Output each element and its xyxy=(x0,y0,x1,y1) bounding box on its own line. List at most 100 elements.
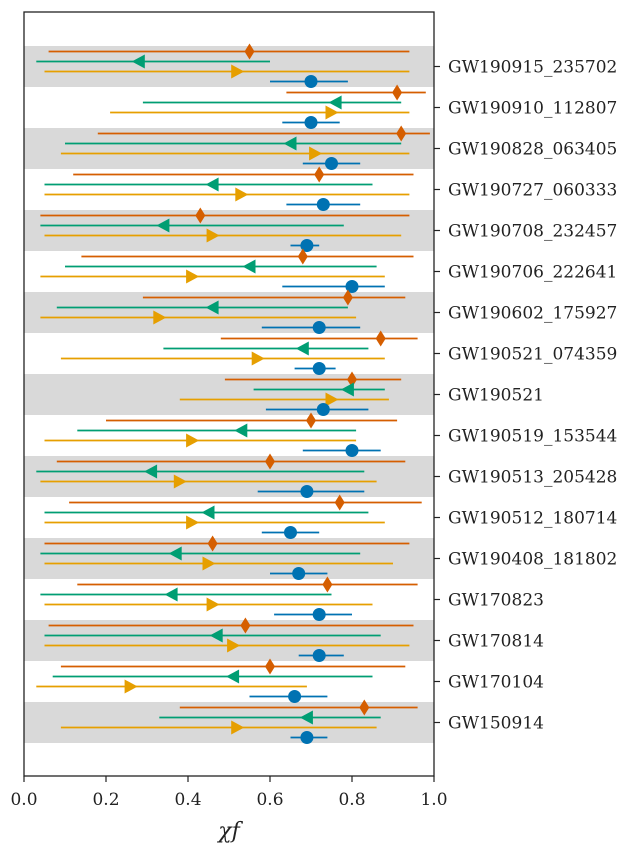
event-label: GW190519_153544 xyxy=(448,427,617,447)
gold-triangle-marker xyxy=(206,228,220,243)
gold-triangle-marker xyxy=(231,64,245,79)
gold-triangle-marker xyxy=(309,146,323,161)
green-triangle-marker xyxy=(131,54,145,69)
row-band xyxy=(24,374,434,415)
green-triangle-marker xyxy=(144,464,158,479)
orange-diamond-marker xyxy=(334,494,345,511)
gold-triangle-marker xyxy=(325,105,339,120)
gold-triangle-marker xyxy=(124,679,138,694)
gold-triangle-marker xyxy=(235,187,249,202)
blue-circle-marker xyxy=(312,649,326,662)
gold-triangle-marker xyxy=(206,597,220,612)
event-label: GW190602_175927 xyxy=(448,304,617,324)
orange-diamond-marker xyxy=(195,207,206,224)
blue-circle-marker xyxy=(304,116,318,129)
event-label: GW190408_181802 xyxy=(448,550,617,570)
event-label: GW190512_180714 xyxy=(448,509,617,529)
blue-circle-marker xyxy=(316,198,330,211)
blue-circle-marker xyxy=(325,157,338,170)
event-labels: GW190915_235702 GW190910_112807 GW190828_0… xyxy=(434,58,617,734)
orange-diamond-marker xyxy=(375,330,386,347)
row-band xyxy=(24,128,434,169)
row-band xyxy=(24,46,434,87)
event-label: GW170104 xyxy=(448,673,544,693)
x-tick-label: 0.0 xyxy=(10,790,37,810)
orange-diamond-marker xyxy=(297,248,308,265)
event-label: GW170823 xyxy=(448,591,544,611)
blue-circle-marker xyxy=(300,485,314,498)
green-triangle-marker xyxy=(242,259,256,274)
row-band xyxy=(24,538,434,579)
plot-series xyxy=(36,43,430,744)
x-tick-label: 0.8 xyxy=(338,790,365,810)
green-triangle-marker xyxy=(328,95,342,110)
blue-circle-marker xyxy=(312,608,326,621)
gold-triangle-marker xyxy=(227,638,241,653)
event-label: GW190915_235702 xyxy=(448,58,617,78)
blue-circle-marker xyxy=(312,362,326,375)
x-tick-label: 0.6 xyxy=(256,790,283,810)
event-label: GW190521_074359 xyxy=(448,345,617,365)
event-label: GW190521 xyxy=(448,386,544,406)
green-triangle-marker xyxy=(299,710,313,725)
event-label: GW190706_222641 xyxy=(448,263,617,283)
blue-circle-marker xyxy=(288,690,302,703)
green-triangle-marker xyxy=(340,382,354,397)
green-triangle-marker xyxy=(205,300,219,315)
orange-diamond-marker xyxy=(392,84,403,101)
green-triangle-marker xyxy=(201,505,215,520)
orange-diamond-marker xyxy=(265,453,275,470)
x-tick-label: 1.0 xyxy=(420,790,447,810)
orange-diamond-marker xyxy=(244,43,255,60)
blue-circle-marker xyxy=(292,567,306,580)
gold-triangle-marker xyxy=(325,392,339,407)
orange-diamond-marker xyxy=(240,617,251,634)
orange-diamond-marker xyxy=(322,576,333,593)
green-triangle-marker xyxy=(164,587,178,602)
gold-triangle-marker xyxy=(251,351,265,366)
orange-diamond-marker xyxy=(396,125,407,142)
green-triangle-marker xyxy=(168,546,182,561)
green-triangle-marker xyxy=(234,423,248,438)
gold-triangle-marker xyxy=(186,269,200,284)
gold-triangle-marker xyxy=(202,556,216,571)
orange-diamond-marker xyxy=(359,699,370,716)
x-tick-label: 0.2 xyxy=(92,790,119,810)
event-label: GW190910_112807 xyxy=(448,99,617,119)
gold-triangle-marker xyxy=(231,720,245,735)
gold-triangle-marker xyxy=(186,515,200,530)
row-band xyxy=(24,456,434,497)
green-triangle-marker xyxy=(295,341,309,356)
green-triangle-marker xyxy=(283,136,297,151)
event-label: GW150914 xyxy=(448,714,544,734)
blue-circle-marker xyxy=(300,239,314,252)
event-label: GW190513_205428 xyxy=(448,468,617,488)
blue-circle-marker xyxy=(284,526,297,539)
green-triangle-marker xyxy=(226,669,240,684)
orange-diamond-marker xyxy=(306,412,316,429)
x-tick-label: 0.4 xyxy=(174,790,201,810)
blue-circle-marker xyxy=(312,321,326,334)
orange-diamond-marker xyxy=(342,289,353,306)
orange-diamond-marker xyxy=(314,166,325,183)
gold-triangle-marker xyxy=(173,474,187,489)
x-axis-title: χf xyxy=(216,819,243,844)
event-label: GW190727_060333 xyxy=(448,181,617,201)
row-bands xyxy=(24,46,434,743)
gold-triangle-marker xyxy=(186,433,200,448)
row-band xyxy=(24,292,434,333)
event-label: GW170814 xyxy=(448,632,544,652)
orange-diamond-marker xyxy=(347,371,357,388)
orange-diamond-marker xyxy=(207,535,218,552)
green-triangle-marker xyxy=(209,628,223,643)
event-label: GW190828_063405 xyxy=(448,140,617,160)
blue-circle-marker xyxy=(345,444,359,457)
blue-circle-marker xyxy=(304,75,318,88)
blue-circle-marker xyxy=(316,403,330,416)
orange-diamond-marker xyxy=(265,658,275,675)
green-triangle-marker xyxy=(156,218,170,233)
green-triangle-marker xyxy=(205,177,219,192)
blue-circle-marker xyxy=(345,280,359,293)
blue-circle-marker xyxy=(300,731,314,744)
